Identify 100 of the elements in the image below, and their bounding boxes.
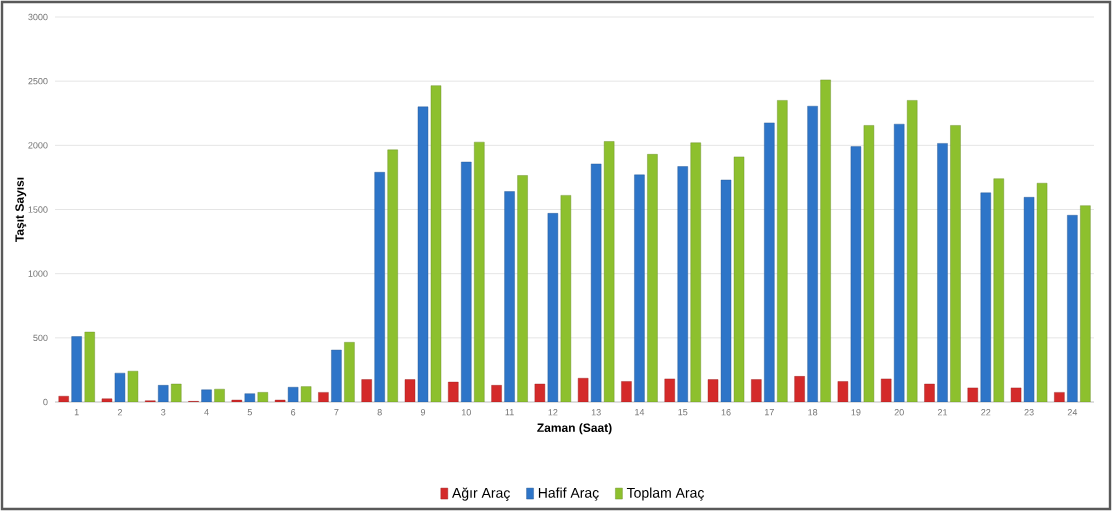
x-tick-label: 4 bbox=[204, 409, 209, 416]
bar bbox=[257, 392, 269, 402]
bar bbox=[634, 174, 645, 402]
x-tick-label: 22 bbox=[981, 409, 991, 416]
y-tick-label: 2000 bbox=[28, 142, 48, 149]
bar bbox=[967, 387, 978, 402]
bar bbox=[331, 349, 342, 402]
bar bbox=[517, 175, 528, 402]
bar bbox=[837, 381, 849, 402]
bar bbox=[664, 378, 675, 402]
x-axis-title: Zaman (Saat) bbox=[537, 423, 612, 435]
x-tick-label: 20 bbox=[894, 409, 904, 416]
x-tick-label: 17 bbox=[765, 409, 774, 416]
x-tick-label: 21 bbox=[937, 409, 948, 416]
x-tick-label: 24 bbox=[1067, 409, 1078, 416]
bar bbox=[1054, 392, 1065, 402]
bar bbox=[690, 142, 701, 402]
bar bbox=[1036, 183, 1048, 402]
bar bbox=[127, 371, 139, 402]
legend-label: Ağır Araç bbox=[452, 487, 510, 501]
bar bbox=[980, 192, 991, 402]
bar bbox=[764, 122, 775, 402]
bar bbox=[577, 378, 589, 402]
bar bbox=[300, 386, 312, 402]
bar bbox=[287, 387, 299, 402]
bar bbox=[114, 372, 126, 402]
y-tick-label: 500 bbox=[33, 334, 48, 342]
y-tick-label: 1500 bbox=[28, 206, 48, 213]
bar bbox=[720, 179, 732, 402]
x-tick-label: 12 bbox=[548, 409, 558, 416]
bar bbox=[244, 393, 256, 402]
bar bbox=[214, 388, 225, 402]
bar bbox=[504, 191, 515, 402]
x-tick-label: 23 bbox=[1024, 409, 1034, 416]
y-tick-label: 1000 bbox=[28, 270, 48, 277]
bar bbox=[807, 106, 818, 402]
x-tick-label: 18 bbox=[808, 409, 818, 416]
bar bbox=[387, 149, 398, 402]
bar bbox=[361, 379, 372, 402]
y-axis-title: Taşıt Sayısı bbox=[15, 177, 27, 242]
bar bbox=[621, 381, 632, 402]
x-tick-label: 13 bbox=[591, 409, 601, 416]
bar bbox=[590, 163, 602, 402]
bar bbox=[430, 85, 442, 402]
bar bbox=[881, 378, 892, 402]
bar bbox=[603, 141, 615, 402]
y-tick-label: 3000 bbox=[28, 13, 48, 21]
bar bbox=[993, 178, 1004, 402]
bar bbox=[907, 100, 918, 402]
bar bbox=[751, 379, 762, 402]
bar bbox=[950, 125, 961, 402]
x-tick-label: 14 bbox=[635, 409, 645, 416]
bar bbox=[374, 172, 385, 402]
bar bbox=[474, 141, 485, 402]
x-tick-label: 16 bbox=[721, 409, 731, 416]
bar bbox=[924, 383, 935, 402]
bar bbox=[201, 389, 212, 402]
legend-label: Hafif Araç bbox=[538, 487, 599, 501]
bar bbox=[937, 143, 948, 402]
x-tick-label: 3 bbox=[161, 409, 166, 416]
bar bbox=[707, 379, 719, 402]
x-tick-label: 7 bbox=[334, 409, 339, 416]
bar bbox=[491, 385, 502, 402]
bar bbox=[1023, 197, 1035, 402]
bar bbox=[733, 156, 745, 402]
bar bbox=[534, 383, 546, 402]
bar bbox=[158, 385, 169, 402]
y-tick-label: 0 bbox=[43, 398, 48, 406]
bar bbox=[647, 154, 658, 402]
y-tick-label: 2500 bbox=[28, 78, 48, 85]
bar bbox=[84, 331, 95, 402]
bar bbox=[820, 79, 831, 402]
x-tick-label: 19 bbox=[851, 409, 861, 416]
bar bbox=[1067, 215, 1078, 402]
bar bbox=[547, 213, 559, 402]
x-tick-label: 6 bbox=[291, 409, 296, 416]
bar bbox=[1010, 387, 1022, 402]
x-tick-label: 15 bbox=[678, 409, 688, 416]
x-tick-label: 5 bbox=[247, 409, 252, 416]
bar bbox=[448, 381, 459, 402]
bar bbox=[461, 161, 472, 402]
bar bbox=[863, 125, 875, 402]
bar bbox=[71, 336, 82, 402]
bar bbox=[101, 398, 113, 402]
x-tick-label: 11 bbox=[505, 409, 514, 416]
x-tick-label: 1 bbox=[74, 409, 79, 416]
bar bbox=[417, 106, 429, 402]
bar bbox=[318, 392, 329, 402]
bar bbox=[777, 100, 788, 402]
bar bbox=[404, 379, 416, 402]
bar bbox=[1080, 205, 1091, 402]
bar bbox=[560, 195, 572, 402]
bar bbox=[894, 123, 905, 402]
bar bbox=[850, 146, 862, 402]
x-tick-label: 8 bbox=[377, 409, 382, 416]
bar bbox=[344, 342, 355, 402]
x-tick-label: 9 bbox=[420, 409, 426, 416]
bar bbox=[171, 383, 182, 402]
bar bbox=[677, 166, 688, 402]
x-tick-label: 10 bbox=[461, 409, 471, 416]
